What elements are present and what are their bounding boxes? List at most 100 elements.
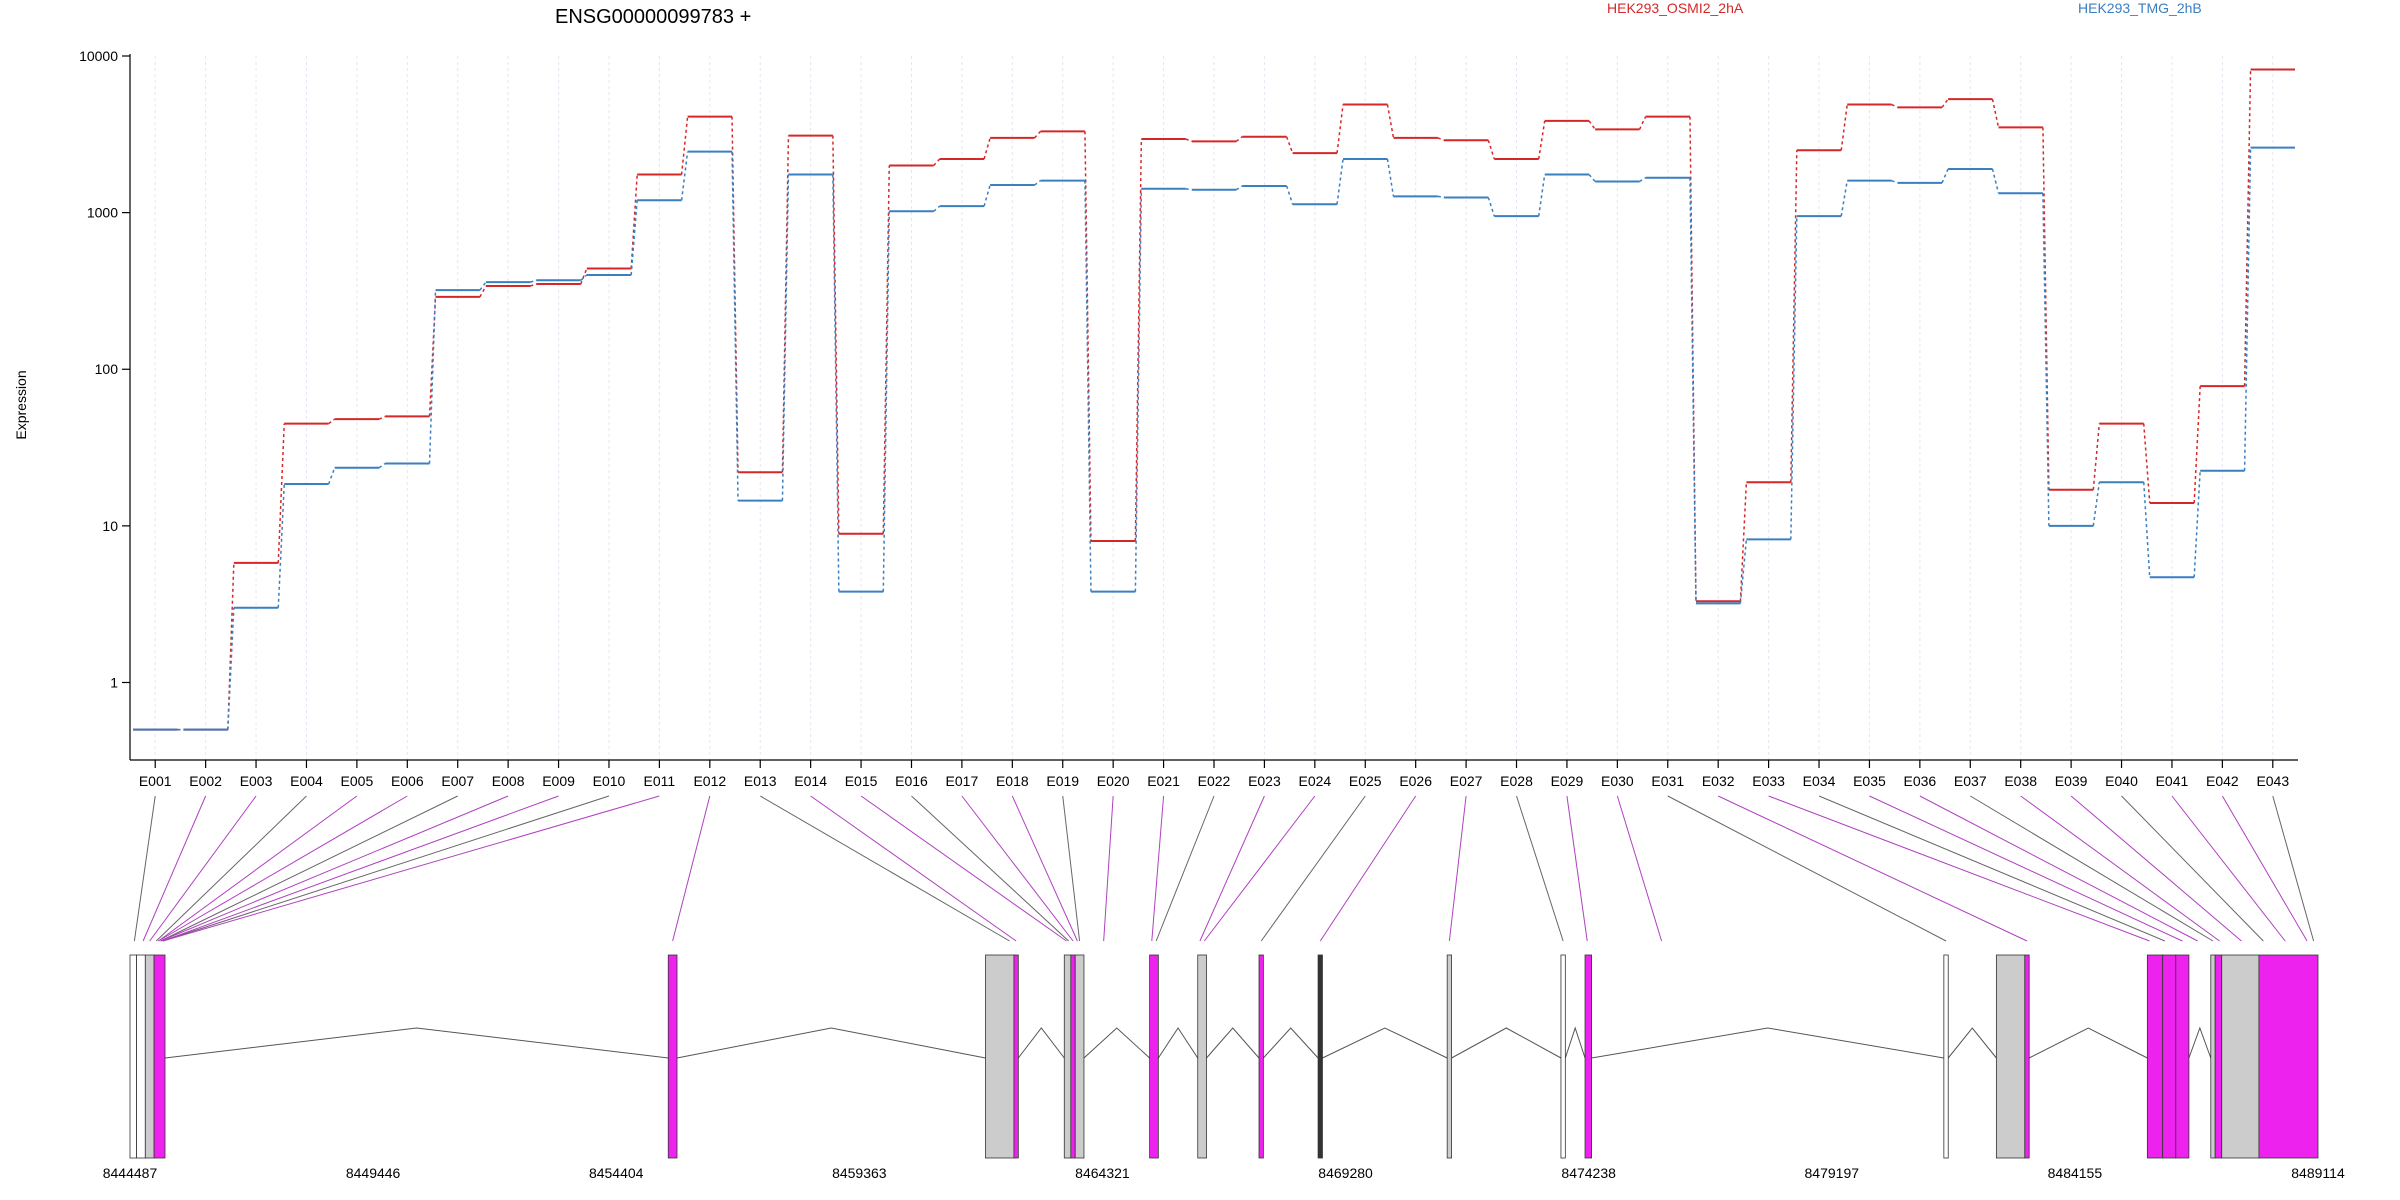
exon-map-line-E025: [1260, 795, 1366, 942]
x-tick-label-E021: E021: [1147, 773, 1180, 789]
exon-block-15: [1446, 954, 1452, 1159]
exon-block-1: [129, 954, 137, 1159]
series-tmg-connector-E037: [1991, 168, 2000, 194]
series-tmg-connector-E033: [1790, 216, 1798, 540]
series-tmg-connector-E011: [680, 151, 689, 201]
exon-map-line-E031: [1667, 795, 1947, 942]
series-osmi2-connector-E037: [1991, 99, 2000, 128]
series-tmg-connector-E003: [277, 483, 286, 608]
exon-map-line-E012: [672, 795, 711, 942]
exon-block-27: [2258, 954, 2319, 1159]
intron-7: [1017, 1027, 1065, 1059]
exon-block-12: [1197, 954, 1207, 1159]
x-tick-label-E028: E028: [1500, 773, 1533, 789]
genome-coordinate-8449446: 8449446: [346, 1165, 401, 1181]
series-tmg-connector-E041: [2193, 470, 2201, 578]
intron-18: [1947, 1027, 1997, 1059]
series-tmg-connector-E034: [1840, 180, 1848, 217]
series-tmg-connector-E023: [1285, 185, 1294, 205]
exon-block-21: [2146, 954, 2164, 1159]
x-tick-label-E009: E009: [542, 773, 575, 789]
series-osmi2-connector-E017: [983, 137, 991, 160]
intron-12: [1206, 1027, 1260, 1059]
genome-coordinate-8459363: 8459363: [832, 1165, 887, 1181]
x-tick-label-E016: E016: [895, 773, 928, 789]
series-osmi2-connector-E024: [1336, 104, 1344, 154]
x-tick-label-E026: E026: [1399, 773, 1432, 789]
exon-map-line-E038: [2020, 795, 2220, 942]
intron-17: [1591, 1027, 1944, 1059]
exon-map-line-E034: [1818, 795, 2166, 942]
exon-map-line-E018: [1011, 795, 1078, 942]
series-tmg-connector-E012: [731, 151, 739, 501]
exon-map-line-E033: [1768, 795, 2150, 942]
x-tick-label-E006: E006: [391, 773, 424, 789]
exon-map-line-E029: [1566, 795, 1588, 942]
intron-15: [1451, 1027, 1562, 1059]
x-tick-label-E040: E040: [2105, 773, 2138, 789]
exon-map-line-E035: [1869, 795, 2183, 942]
x-tick-label-E017: E017: [946, 773, 979, 789]
exon-map-line-E001: [133, 795, 156, 942]
genome-coordinate-8489114: 8489114: [2291, 1165, 2345, 1181]
y-tick-label-10000: 10000: [79, 48, 118, 64]
exon-map-line-E013: [759, 795, 1010, 942]
exon-block-24: [2210, 954, 2216, 1159]
exon-map-line-E021: [1151, 795, 1165, 942]
x-tick-label-E008: E008: [492, 773, 525, 789]
series-tmg-connector-E038: [2042, 193, 2050, 526]
x-tick-label-E014: E014: [794, 773, 827, 789]
series-tmg-connector-E029: [1588, 174, 1596, 182]
genome-coordinate-8454404: 8454404: [589, 1165, 644, 1181]
exon-block-16: [1560, 954, 1566, 1159]
series-tmg-connector-E030: [1639, 177, 1646, 183]
series-tmg-connector-E013: [781, 174, 790, 501]
series-tmg-connector-E027: [1487, 197, 1496, 217]
exon-block-4: [153, 954, 166, 1159]
x-tick-label-E037: E037: [1954, 773, 1987, 789]
series-tmg-connector-E039: [2092, 482, 2101, 526]
x-tick-label-E029: E029: [1551, 773, 1584, 789]
exon-map-line-E008: [160, 795, 509, 942]
genome-coordinate-8444487: 8444487: [103, 1165, 158, 1181]
x-tick-label-E004: E004: [290, 773, 323, 789]
exon-map-line-E028: [1516, 795, 1564, 942]
x-tick-label-E013: E013: [744, 773, 777, 789]
x-tick-label-E007: E007: [441, 773, 474, 789]
exon-map-line-E009: [162, 795, 559, 942]
intron-11: [1157, 1027, 1199, 1059]
x-tick-label-E023: E023: [1248, 773, 1281, 789]
plot-area: 1 10 100 1000 10000 E001 E002 E003 E004 E005 E006 E…: [79, 48, 2298, 789]
series-tmg-connector-E016: [933, 205, 941, 212]
series-tmg-connector-E025: [1386, 158, 1395, 197]
series-osmi2-connector-E016: [933, 158, 941, 166]
series-osmi2-connector-E020: [1134, 139, 1143, 542]
gene-model-area: 8444487 8449446 8454404 8459363 8464321 84692…: [103, 795, 2345, 1181]
series-tmg-connector-E020: [1134, 188, 1143, 592]
exon-map-line-E032: [1717, 795, 2028, 942]
series-tmg-connector-E021: [1185, 188, 1192, 191]
exon-block-18: [1943, 954, 1949, 1159]
exon-map-line-E016: [911, 795, 1069, 942]
genome-coordinate-8469280: 8469280: [1318, 1165, 1373, 1181]
series-osmi2-connector-E036: [1941, 98, 1949, 108]
x-tick-label-E036: E036: [1904, 773, 1937, 789]
exon-block-6: [985, 954, 1015, 1159]
series-osmi2-connector-E039: [2092, 423, 2101, 490]
legend-label-osmi2: HEK293_OSMI2_2hA: [1607, 0, 1744, 16]
series-osmi2-connector-E014: [832, 135, 840, 534]
series-osmi2-connector-E041: [2193, 386, 2201, 504]
exon-block-14: [1317, 954, 1323, 1159]
exon-block-17: [1584, 954, 1592, 1159]
exon-map-line-E014: [810, 795, 1017, 942]
exon-map-line-E020: [1103, 795, 1114, 942]
intron-14: [1322, 1027, 1448, 1059]
genome-coordinate-8484155: 8484155: [2048, 1165, 2103, 1181]
exon-block-3: [144, 954, 155, 1159]
genome-coordinate-8464321: 8464321: [1075, 1165, 1130, 1181]
exon-block-20: [2024, 954, 2030, 1159]
x-tick-label-E012: E012: [693, 773, 726, 789]
series-osmi2-connector-E030: [1638, 116, 1647, 130]
exon-map-line-E023: [1199, 795, 1265, 942]
x-tick-label-E033: E033: [1752, 773, 1785, 789]
